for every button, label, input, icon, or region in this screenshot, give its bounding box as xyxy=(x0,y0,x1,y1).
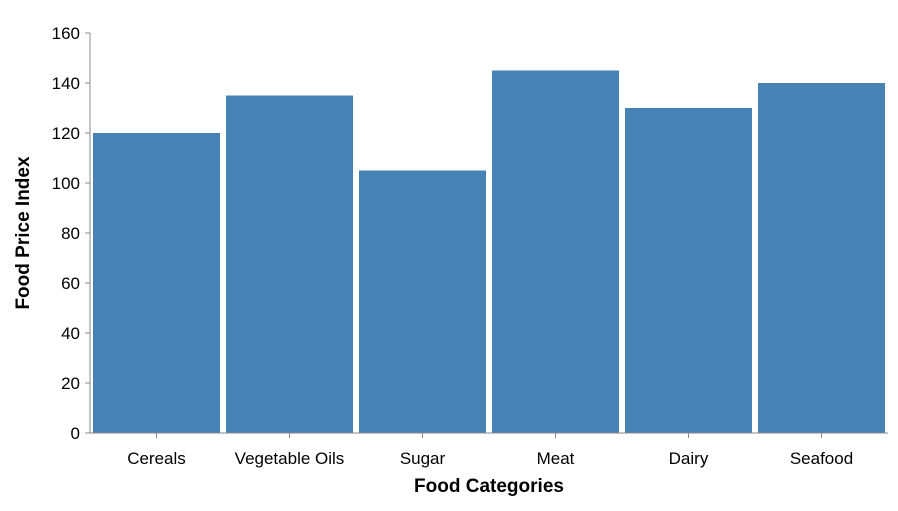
bar-meat xyxy=(492,70,619,433)
y-tick-label: 160 xyxy=(52,24,80,43)
bar-seafood xyxy=(758,83,885,433)
bar-vegetable-oils xyxy=(226,95,353,433)
bar-cereals xyxy=(93,133,220,433)
y-tick-label: 80 xyxy=(61,224,80,243)
bar-dairy xyxy=(625,108,752,433)
y-tick-label: 140 xyxy=(52,74,80,93)
y-tick-label: 20 xyxy=(61,374,80,393)
x-axis: Cereals Vegetable Oils Sugar Meat Dairy Seafo… xyxy=(90,432,888,468)
y-axis: 0 20 40 60 80 100 120 140 160 xyxy=(52,24,91,443)
y-tick-label: 120 xyxy=(52,124,80,143)
x-tick-label: Seafood xyxy=(790,449,853,468)
y-axis-title: Food Price Index xyxy=(13,156,34,310)
x-tick-label: Dairy xyxy=(669,449,709,468)
y-tick-label: 0 xyxy=(71,424,80,443)
y-tick-label: 40 xyxy=(61,324,80,343)
x-tick-label: Meat xyxy=(537,449,575,468)
y-tick-label: 60 xyxy=(61,274,80,293)
bars-group xyxy=(93,70,885,433)
x-tick-label: Vegetable Oils xyxy=(235,449,345,468)
x-axis-title: Food Categories xyxy=(414,476,564,497)
x-tick-label: Cereals xyxy=(127,449,186,468)
x-tick-label: Sugar xyxy=(400,449,446,468)
y-tick-label: 100 xyxy=(52,174,80,193)
bar-sugar xyxy=(359,170,486,433)
